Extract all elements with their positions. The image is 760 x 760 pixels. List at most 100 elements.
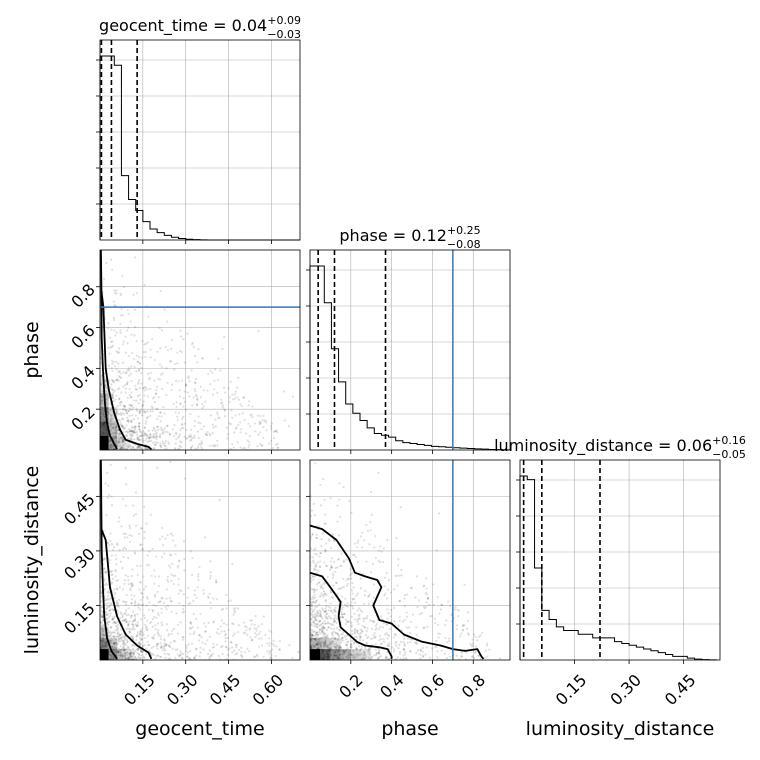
scatter-point: [149, 439, 153, 443]
scatter-point: [125, 613, 128, 617]
scatter-point: [313, 624, 316, 628]
scatter-point: [198, 634, 201, 637]
scatter-point: [323, 643, 326, 647]
scatter-point: [428, 615, 432, 618]
scatter-point: [154, 392, 157, 396]
scatter-point: [113, 389, 116, 392]
scatter-point: [115, 292, 118, 295]
scatter-point: [169, 641, 172, 644]
scatter-point: [384, 592, 387, 595]
scatter-point: [148, 378, 151, 381]
scatter-point: [378, 545, 382, 548]
scatter-point: [122, 548, 125, 551]
scatter-point: [403, 605, 407, 608]
scatter-point: [314, 605, 317, 608]
scatter-point: [135, 388, 138, 391]
scatter-point: [250, 619, 254, 622]
scatter-point: [421, 655, 425, 658]
scatter-point: [321, 607, 324, 610]
scatter-point: [120, 447, 123, 450]
scatter-point: [318, 614, 322, 617]
scatter-point: [131, 504, 135, 507]
scatter-point: [124, 391, 127, 394]
scatter-point: [234, 606, 237, 610]
scatter-point: [154, 433, 157, 436]
scatter-point: [283, 419, 286, 422]
scatter-point: [375, 622, 378, 626]
scatter-point: [382, 640, 386, 643]
scatter-point: [278, 648, 281, 651]
scatter-point: [310, 514, 312, 517]
scatter-point: [126, 437, 130, 440]
scatter-point: [171, 534, 174, 537]
scatter-point: [356, 629, 359, 632]
scatter-point: [102, 639, 105, 643]
scatter-point: [349, 653, 352, 656]
scatter-point: [142, 437, 145, 440]
scatter-point: [375, 627, 378, 630]
scatter-point: [113, 641, 116, 644]
scatter-point: [209, 571, 212, 574]
scatter-point: [387, 612, 390, 615]
scatter-point: [155, 604, 158, 607]
scatter-point: [159, 641, 162, 644]
scatter-point: [181, 423, 184, 427]
scatter-point: [310, 603, 313, 606]
scatter-point: [183, 569, 186, 572]
scatter-point: [166, 578, 169, 582]
scatter-point: [349, 621, 353, 624]
scatter-point: [233, 611, 236, 614]
scatter-point: [268, 629, 271, 632]
scatter-point: [129, 433, 132, 437]
scatter-point: [122, 438, 125, 441]
scatter-point: [352, 649, 355, 652]
scatter-point: [135, 430, 138, 434]
scatter-point: [156, 642, 159, 645]
scatter-point: [107, 484, 110, 487]
scatter-point: [484, 656, 487, 659]
scatter-point: [151, 406, 154, 410]
scatter-point: [321, 626, 324, 629]
scatter-point: [172, 402, 175, 406]
scatter-point: [138, 532, 141, 535]
scatter-point: [341, 656, 344, 659]
scatter-point: [323, 633, 326, 636]
scatter-point: [272, 639, 275, 642]
scatter-point: [246, 633, 249, 637]
scatter-point: [137, 360, 140, 363]
scatter-point: [117, 520, 120, 523]
scatter-point: [233, 609, 237, 612]
scatter-point: [124, 658, 127, 660]
scatter-point: [224, 633, 227, 636]
scatter-point: [131, 638, 135, 641]
scatter-point: [315, 642, 318, 646]
scatter-point: [337, 587, 340, 590]
scatter-point: [125, 444, 129, 447]
scatter-point: [331, 636, 335, 639]
scatter-point: [192, 599, 195, 602]
scatter-point: [128, 533, 131, 537]
scatter-point: [159, 600, 162, 603]
scatter-point: [360, 647, 363, 650]
scatter-point: [133, 619, 136, 622]
scatter-point: [174, 379, 178, 382]
scatter-point: [264, 419, 267, 422]
scatter-point: [374, 624, 377, 627]
scatter-point: [324, 513, 327, 516]
scatter-point: [110, 554, 113, 557]
scatter-point: [322, 643, 325, 646]
scatter-point: [143, 432, 147, 435]
scatter-point: [138, 434, 141, 438]
scatter-point: [200, 446, 203, 449]
scatter-point: [125, 600, 128, 604]
scatter-point: [339, 646, 342, 649]
scatter-point: [189, 621, 192, 624]
scatter-point: [394, 642, 397, 645]
scatter-point: [325, 637, 328, 640]
scatter-point: [181, 611, 184, 614]
scatter-point: [127, 447, 130, 450]
scatter-point: [110, 631, 113, 634]
scatter-point: [260, 637, 263, 640]
scatter-point: [327, 615, 330, 618]
scatter-point: [194, 648, 198, 651]
